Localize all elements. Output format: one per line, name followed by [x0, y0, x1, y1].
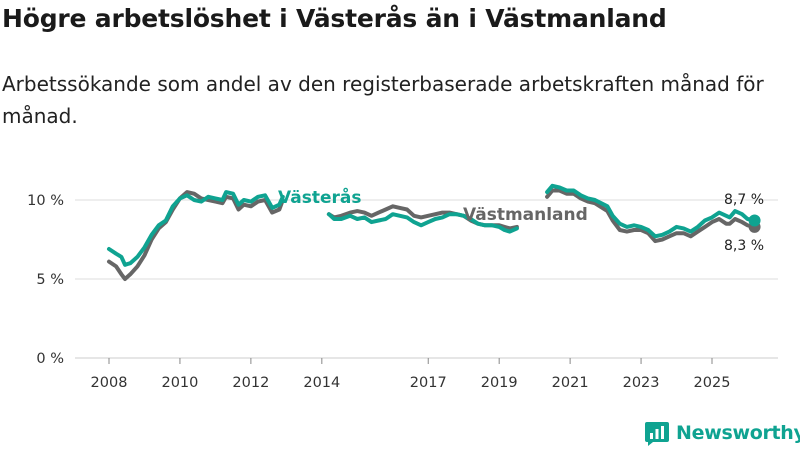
x-tick-label: 2021: [552, 375, 589, 391]
series-label-vastmanland: Västmanland: [463, 205, 588, 225]
x-tick-label: 2014: [303, 375, 340, 391]
x-tick-label: 2010: [161, 375, 198, 391]
chart-title: Högre arbetslöshet i Västerås än i Västm…: [2, 4, 667, 33]
series-label-vasteras: Västerås: [278, 186, 361, 208]
end-label-vastmanland: 8,3 %: [724, 238, 764, 254]
y-tick-label: 0 %: [36, 351, 64, 367]
series-line-vasteras: [107, 190, 285, 267]
x-tick-label: 2023: [623, 375, 660, 391]
series-line-vasteras: [545, 183, 757, 239]
x-tick-label: 2017: [410, 375, 447, 391]
series-lines: [107, 183, 761, 281]
series-line-vastmanland: [107, 190, 285, 281]
chart-subtitle: Arbetssökande som andel av den registerb…: [2, 72, 764, 128]
end-point-vasteras: [748, 214, 761, 227]
end-label-vasteras: 8,7 %: [724, 192, 764, 208]
y-tick-label: 10 %: [27, 193, 64, 209]
newsworthy-icon: [645, 422, 669, 446]
x-tick-label: 2019: [481, 375, 518, 391]
series-labels: Västerås Västmanland 8,7 % 8,3 %: [278, 186, 764, 254]
y-axis-ticks: 0 % 5 % 10 %: [27, 193, 64, 367]
x-tick-label: 2025: [694, 375, 731, 391]
series-line-vastmanland: [545, 188, 757, 244]
x-tick-label: 2008: [91, 375, 128, 391]
brand-name: Newsworthy: [676, 422, 800, 444]
series-line-vasteras: [326, 212, 519, 234]
x-tick-label: 2012: [232, 375, 269, 391]
y-tick-label: 5 %: [36, 272, 64, 288]
newsworthy-logo: Newsworthy: [644, 420, 800, 446]
x-axis-ticks: 2008 2010 2012 2014 2017 2019 2021 2023 2025: [91, 358, 731, 391]
